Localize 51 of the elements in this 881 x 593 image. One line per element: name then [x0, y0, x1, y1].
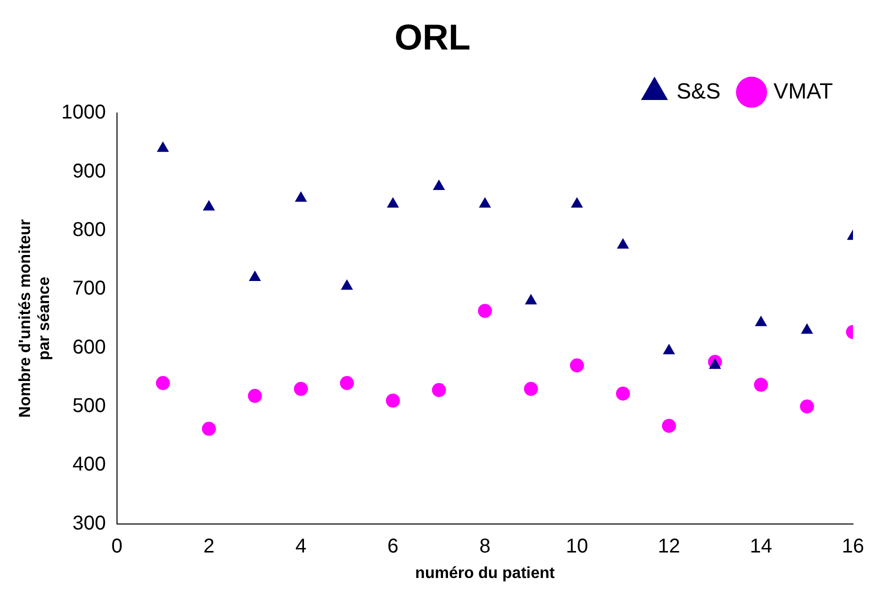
- x-tick-label: 16: [842, 535, 864, 558]
- point: [248, 388, 262, 403]
- point: [478, 304, 492, 318]
- x-tick-label: 2: [203, 535, 214, 558]
- chart-title: ORL: [394, 16, 470, 58]
- x-tick-label: 8: [479, 535, 491, 558]
- point: [800, 323, 814, 334]
- point: [478, 197, 492, 208]
- point: [754, 316, 768, 326]
- point: [156, 376, 170, 390]
- point: [616, 386, 630, 401]
- y-tick-label: 900: [72, 160, 106, 182]
- point: [156, 141, 169, 152]
- legend-label: S&S: [676, 78, 721, 104]
- y-tick-label: 1000: [61, 102, 106, 124]
- point: [294, 382, 308, 396]
- x-tick-label: 4: [295, 535, 306, 558]
- y-tick-label: 600: [72, 336, 106, 358]
- point: [754, 378, 768, 392]
- point: [202, 200, 215, 211]
- point: [616, 238, 630, 249]
- point: [570, 358, 584, 372]
- point: [570, 197, 584, 208]
- point: [294, 191, 307, 202]
- point: [432, 383, 446, 398]
- point: [340, 279, 353, 290]
- point: [524, 294, 538, 304]
- x-tick-label: 14: [750, 535, 772, 558]
- x-tick-label: 0: [111, 535, 122, 558]
- y-tick-label: 800: [72, 219, 106, 242]
- point: [662, 418, 676, 433]
- x-axis-title: numéro du patient: [415, 564, 556, 582]
- point: [386, 197, 399, 208]
- y-tick-label: 500: [72, 395, 106, 417]
- x-tick-label: 6: [387, 535, 398, 558]
- y-tick-label: 700: [72, 278, 106, 300]
- y-tick-label: 300: [72, 512, 106, 534]
- point: [662, 344, 676, 354]
- point: [202, 422, 216, 436]
- point: [248, 270, 261, 281]
- point: [432, 180, 445, 190]
- y-axis-title: Nombre d'unités moniteur par séance: [17, 219, 54, 418]
- point: [800, 399, 814, 414]
- y-tick-label: 400: [72, 454, 106, 476]
- point: [386, 394, 400, 408]
- point: [708, 358, 722, 369]
- point: [524, 382, 538, 396]
- x-tick-label: 12: [658, 535, 680, 558]
- point: [340, 376, 354, 390]
- legend-label: VMAT: [774, 78, 834, 104]
- x-tick-label: 10: [566, 535, 588, 558]
